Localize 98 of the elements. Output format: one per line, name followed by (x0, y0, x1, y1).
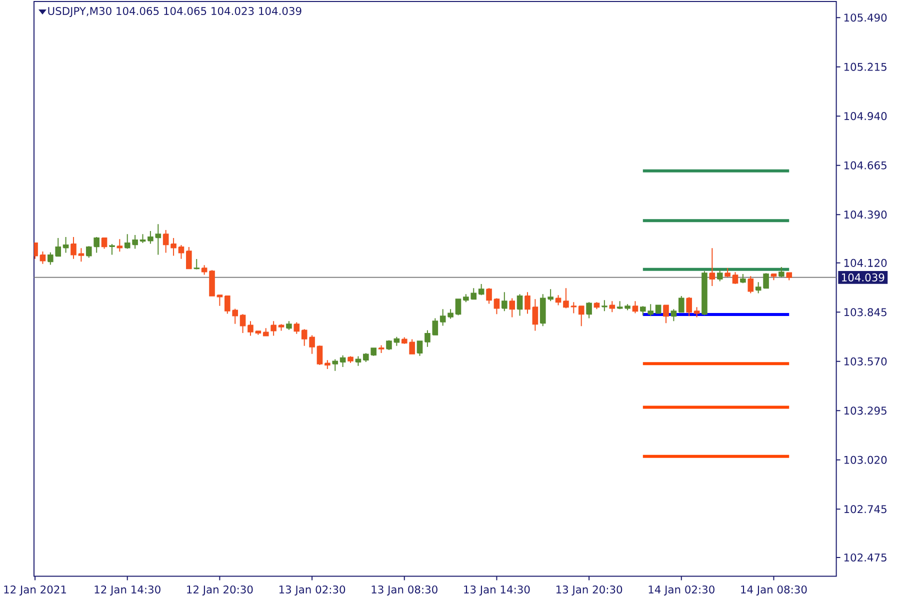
candlestick (578, 306, 584, 327)
candlestick (686, 296, 692, 317)
candlestick (140, 234, 146, 244)
candlestick (216, 294, 223, 306)
candlestick (702, 270, 708, 316)
candlestick (670, 308, 677, 322)
x-tick-label: 13 Jan 02:30 (279, 585, 346, 596)
x-tick-label: 12 Jan 14:30 (94, 585, 160, 596)
candlestick (724, 268, 730, 278)
candlestick (309, 334, 315, 354)
candlestick (378, 344, 384, 354)
candlestick (678, 296, 684, 313)
candlestick (709, 248, 716, 287)
candlestick (355, 356, 362, 366)
candlestick (194, 258, 200, 270)
candlestick (632, 300, 638, 314)
candlestick (563, 288, 569, 309)
candlestick (40, 250, 46, 264)
candlestick (394, 336, 400, 346)
x-tick-label: 13 Jan 20:30 (556, 585, 622, 596)
ref-line-label: 104.039 (842, 273, 884, 282)
y-tick-label: 103.295 (844, 406, 886, 415)
candlestick (524, 292, 530, 314)
candlestick (478, 284, 484, 296)
candlestick (386, 340, 392, 350)
candlestick (348, 356, 354, 364)
candlestick (716, 270, 723, 282)
candlestick (770, 274, 777, 281)
candlestick (201, 264, 208, 276)
y-tick-label: 104.120 (844, 258, 887, 267)
candlestick (509, 298, 516, 318)
candlestick (663, 304, 669, 324)
candlestick (732, 272, 738, 285)
candlestick (301, 328, 308, 346)
candlestick (532, 298, 538, 332)
y-tick-label: 105.490 (844, 14, 887, 22)
candlestick (294, 322, 300, 334)
candlestick (340, 354, 346, 368)
candlestick (778, 266, 784, 278)
y-tick-label: 103.570 (844, 357, 887, 366)
candlestick (755, 282, 762, 294)
candlestick (186, 246, 192, 270)
candlestick (324, 360, 330, 370)
candlestick (162, 229, 169, 254)
candlestick (62, 236, 69, 254)
x-tick-label: 12 Jan 20:30 (187, 585, 253, 596)
y-tick-label: 104.665 (844, 161, 886, 170)
candlestick (70, 236, 76, 260)
candlestick (502, 292, 508, 312)
candlestick (270, 320, 276, 336)
candlestick (786, 272, 792, 281)
chart-title: USDJPY,M30 104.065 104.065 104.023 104.039 (48, 6, 302, 18)
candlestick (694, 306, 700, 318)
candlestick (278, 324, 284, 332)
candlestick (616, 300, 623, 310)
candlestick (116, 238, 123, 252)
candlestick (178, 244, 184, 260)
candlestick (602, 300, 608, 312)
y-tick-label: 103.020 (844, 456, 887, 464)
candlestick (555, 294, 562, 306)
candlestick (78, 248, 84, 262)
candlestick (94, 236, 100, 254)
candlestick (586, 302, 592, 319)
candlestick (516, 294, 523, 316)
candlestick (570, 302, 577, 314)
candlestick (240, 314, 246, 334)
y-tick-label: 103.845 (844, 308, 886, 316)
candlestick (170, 238, 176, 256)
candlestick (255, 330, 262, 336)
candlestick (763, 272, 769, 289)
candlestick (248, 320, 254, 336)
candlestick (109, 243, 115, 256)
x-tick-label: 13 Jan 08:30 (372, 585, 438, 596)
x-tick-label: 12 Jan 2021 (4, 585, 66, 596)
x-tick-label: 14 Jan 08:30 (741, 585, 807, 596)
candlestick (209, 270, 215, 296)
candlestick (424, 330, 430, 348)
candlestick (432, 318, 438, 336)
y-tick-label: 102.475 (844, 553, 886, 562)
y-tick-label: 105.215 (844, 62, 886, 71)
candlestick (416, 340, 423, 356)
y-tick-label: 102.745 (844, 505, 886, 514)
candlestick (486, 288, 492, 304)
candlestick (594, 302, 600, 310)
candlestick (332, 358, 338, 372)
candlestick (624, 304, 630, 311)
x-tick-label: 13 Jan 14:30 (464, 585, 530, 596)
candlestick (286, 320, 292, 330)
y-tick-label: 104.940 (844, 112, 887, 120)
candlestick (748, 276, 754, 294)
x-tick-label: 14 Jan 02:30 (648, 585, 714, 596)
candlestick (262, 328, 269, 336)
candlestick (101, 238, 108, 250)
candlestick (494, 298, 500, 315)
candlestick (609, 300, 616, 313)
candlestick (86, 246, 92, 258)
y-tick-label: 104.390 (844, 210, 887, 219)
candlestick (740, 274, 746, 284)
